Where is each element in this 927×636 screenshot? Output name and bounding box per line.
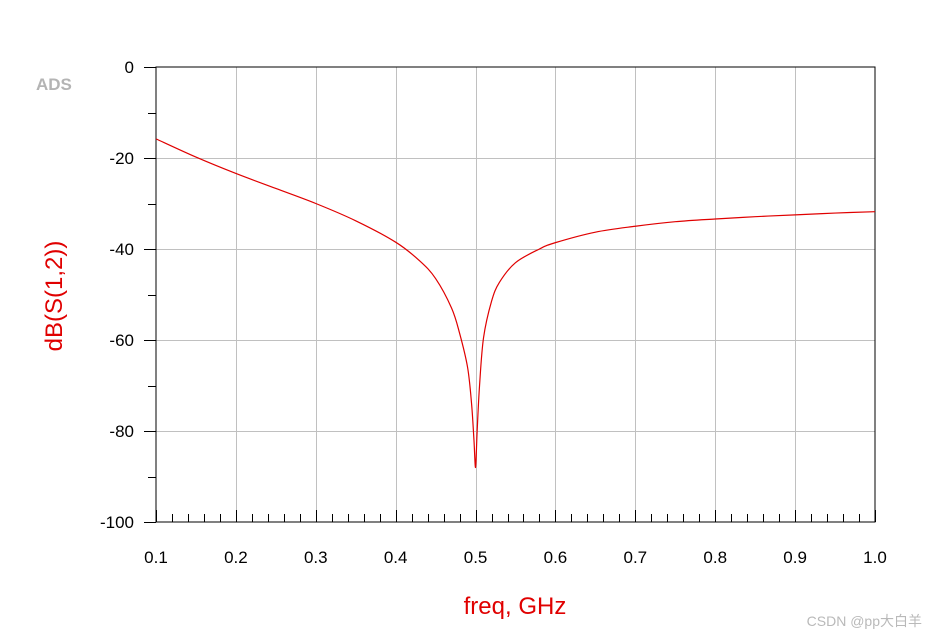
series-layer [155,138,876,469]
x-axis-label: freq, GHz [464,593,567,620]
x-tick-label: 0.2 [224,548,248,567]
watermark: CSDN @pp大白羊 [807,613,922,629]
x-tick-label: 0.3 [304,548,328,567]
app-logo: ADS [36,75,72,94]
y-tick-label: -100 [100,513,134,532]
x-tick-label: 0.7 [624,548,648,567]
x-tick-label: 0.5 [464,548,488,567]
tick-marks [144,67,876,523]
plot-area-frame [155,66,876,523]
y-tick-label: -20 [109,149,134,168]
x-tick-label: 0.6 [544,548,568,567]
y-tick-label: -60 [109,331,134,350]
y-tick-label: 0 [125,58,134,77]
x-tick-label: 1.0 [863,548,887,567]
y-axis-label: dB(S(1,2)) [41,241,68,352]
x-tick-label: 0.1 [144,548,168,567]
series-line [155,138,876,469]
y-tick-label: -40 [109,240,134,259]
grid [156,67,875,522]
y-tick-label: -80 [109,422,134,441]
tick-labels: 0.1 0.2 0.3 0.4 0.5 0.6 0.7 0.8 0.9 1.0 0 -20 -40 -60… [100,58,887,567]
x-tick-label: 0.9 [783,548,807,567]
x-tick-label: 0.4 [384,548,408,567]
x-tick-label: 0.8 [703,548,727,567]
